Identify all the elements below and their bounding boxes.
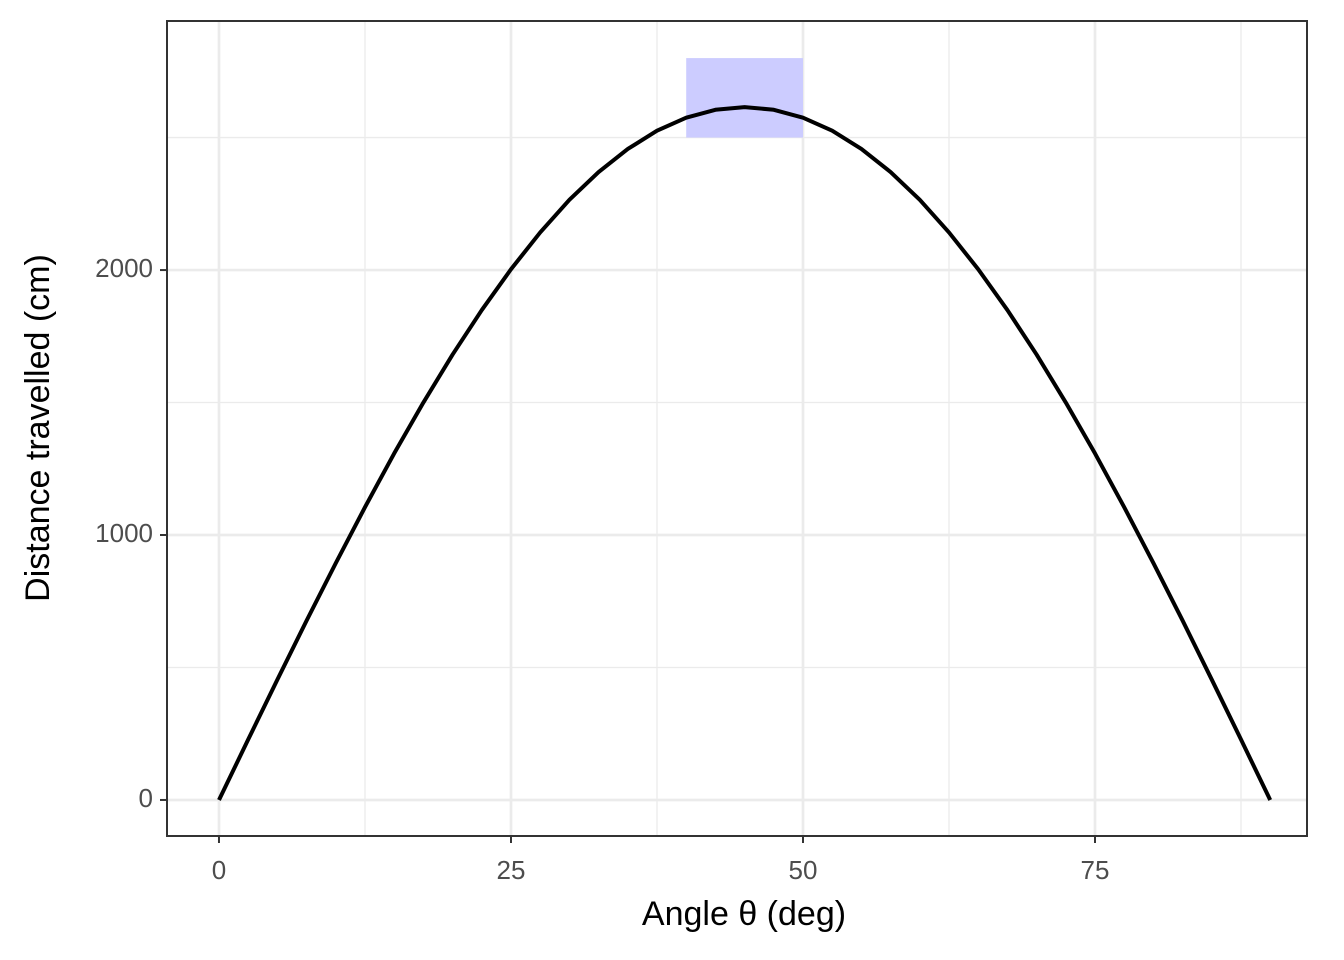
x-tick-label: 0: [212, 855, 226, 885]
panel-border: [166, 20, 1308, 837]
y-tick-label: 2000: [95, 253, 153, 283]
y-tick-label: 0: [139, 783, 153, 813]
data-line: [217, 105, 1273, 801]
y-axis-title: Distance travelled (cm): [19, 254, 57, 602]
x-tick-label: 25: [497, 855, 526, 885]
x-tick-label: 50: [789, 855, 818, 885]
x-tick-label: 75: [1081, 855, 1110, 885]
y-tick-label: 1000: [95, 518, 153, 548]
highlight-rect: [686, 58, 803, 138]
x-axis-title: Angle θ (deg): [642, 895, 846, 933]
